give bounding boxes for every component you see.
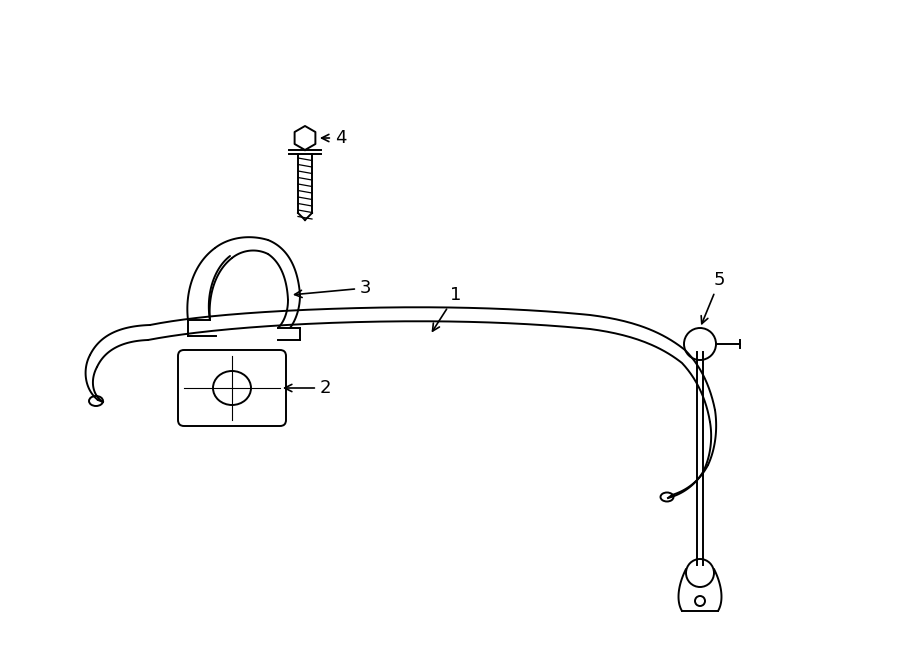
Text: 5: 5 [701, 271, 725, 324]
Text: 2: 2 [284, 379, 331, 397]
Text: 4: 4 [321, 129, 347, 147]
Text: 1: 1 [433, 286, 462, 331]
Text: 3: 3 [294, 279, 372, 297]
